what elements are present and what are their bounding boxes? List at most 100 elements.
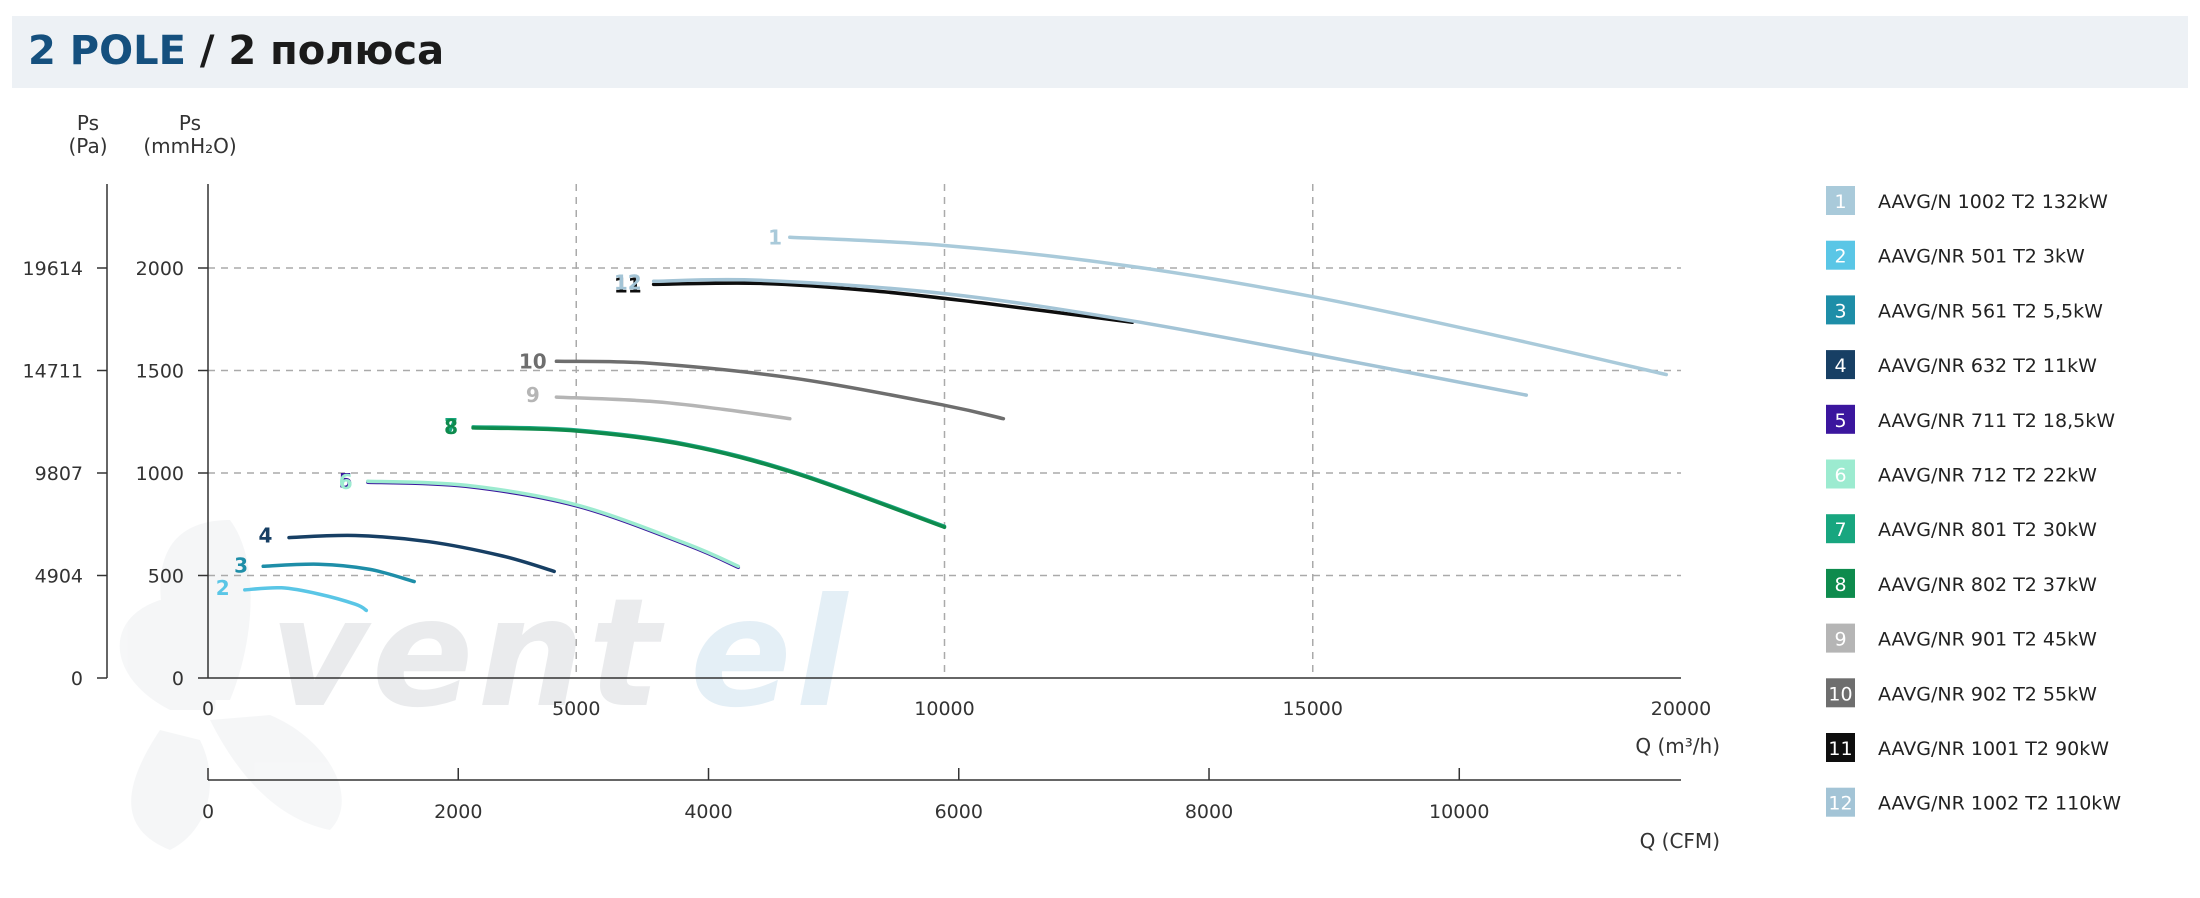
curve-1 [788, 235, 1669, 377]
legend-swatch-5 [1826, 404, 1855, 434]
curve-label-8: 8 [444, 415, 458, 439]
legend: 1 AAVG/N 1002 T2 132kW 2 AAVG/NR 501 T2 3kW… [1826, 186, 2121, 817]
legend-label-12: AAVG/NR 1002 T2 110kW [1878, 793, 2121, 815]
legend-label-10: AAVG/NR 902 T2 55kW [1878, 683, 2097, 705]
legend-number-9: 9 [1834, 629, 1846, 651]
legend-label-7: AAVG/NR 801 T2 30kW [1878, 519, 2097, 541]
legend-item-6: 6 AAVG/NR 712 T2 22kW [1826, 459, 2097, 489]
legend-label-6: AAVG/NR 712 T2 22kW [1878, 465, 2097, 487]
x-axis-tick-label: 5000 [552, 698, 600, 720]
curve-label-6: 6 [339, 470, 353, 494]
legend-label-11: AAVG/NR 1001 T2 90kW [1878, 738, 2109, 760]
legend-swatch-8 [1826, 568, 1855, 598]
curve-10 [554, 359, 1006, 421]
legend-number-1: 1 [1834, 191, 1846, 213]
legend-item-5: 5 AAVG/NR 711 T2 18,5kW [1826, 404, 2115, 434]
x-axis-tick-label: 15000 [1283, 698, 1343, 720]
legend-number-11: 11 [1828, 738, 1852, 760]
legend-item-9: 9 AAVG/NR 901 T2 45kW [1826, 623, 2097, 653]
page-title: 2 POLE / 2 полюса [28, 28, 444, 74]
y2-axis-title-unit: (Pa) [68, 134, 107, 158]
legend-item-2: 2 AAVG/NR 501 T2 3kW [1826, 240, 2085, 270]
legend-item-10: 10 AAVG/NR 902 T2 55kW [1826, 678, 2097, 708]
legend-swatch-12 [1826, 787, 1855, 817]
legend-number-6: 6 [1834, 465, 1846, 487]
curve-label-7: 7 [444, 414, 458, 438]
legend-swatch-7 [1826, 514, 1855, 544]
legend-label-1: AAVG/N 1002 T2 132kW [1878, 191, 2108, 213]
y-axis-tick-label: 1000 [136, 463, 184, 485]
y2-axis-tick-label: 4904 [35, 566, 83, 588]
curve-2 [243, 585, 369, 613]
legend-label-2: AAVG/NR 501 T2 3kW [1878, 246, 2085, 268]
legend-label-9: AAVG/NR 901 T2 45kW [1878, 629, 2097, 651]
legend-item-1: 1 AAVG/N 1002 T2 132kW [1826, 186, 2108, 215]
x2-axis-title: Q (CFM) [1640, 829, 1720, 853]
x2-axis-tick-label: 0 [202, 801, 214, 823]
legend-item-4: 4 AAVG/NR 632 T2 11kW [1826, 350, 2097, 380]
x-axis-tick-label: 10000 [914, 698, 974, 720]
x2-axis-tick-label: 10000 [1429, 801, 1489, 823]
y-axis-tick-label: 2000 [136, 258, 184, 280]
axes: 0500100015002000Ps(mmH₂O)049049807147111… [23, 111, 1720, 853]
legend-label-3: AAVG/NR 561 T2 5,5kW [1878, 300, 2103, 322]
title-en: 2 POLE [28, 28, 186, 74]
legend-number-5: 5 [1834, 410, 1846, 432]
legend-item-12: 12 AAVG/NR 1002 T2 110kW [1826, 787, 2121, 817]
curve-label-9: 9 [526, 383, 540, 407]
legend-swatch-6 [1826, 459, 1855, 489]
curve-label-5: 5 [339, 469, 353, 493]
legend-number-7: 7 [1834, 519, 1846, 541]
curve-3 [261, 562, 416, 584]
title-ru: 2 полюса [228, 28, 445, 74]
legend-swatch-4 [1826, 350, 1855, 380]
y-axis-tick-label: 0 [172, 668, 184, 690]
curve-9 [554, 395, 792, 421]
x-axis-title: Q (m³/h) [1635, 734, 1720, 758]
curve-label-10: 10 [519, 349, 547, 373]
x2-axis-tick-label: 8000 [1185, 801, 1233, 823]
legend-number-10: 10 [1828, 683, 1852, 705]
y2-axis-tick-label: 9807 [35, 463, 83, 485]
curve-12 [651, 277, 1529, 397]
x-axis-tick-label: 20000 [1651, 698, 1711, 720]
curve-6 [366, 479, 741, 569]
legend-item-8: 8 AAVG/NR 802 T2 37kW [1826, 568, 2097, 598]
x2-axis-tick-label: 4000 [684, 801, 732, 823]
curve-label-2: 2 [216, 576, 230, 600]
y2-axis-tick-label: 0 [71, 668, 83, 690]
fan-blade-graphic [119, 520, 342, 850]
curve-5 [366, 480, 741, 570]
legend-number-8: 8 [1834, 574, 1846, 596]
curve-label-12: 12 [614, 270, 642, 294]
curve-label-11: 11 [614, 273, 642, 297]
legend-number-3: 3 [1834, 300, 1846, 322]
y2-axis-title-top: Ps [77, 111, 99, 135]
y-axis-tick-label: 1500 [136, 361, 184, 383]
legend-swatch-9 [1826, 623, 1855, 653]
legend-item-11: 11 AAVG/NR 1001 T2 90kW [1826, 733, 2109, 762]
curve-7 [471, 425, 947, 529]
legend-number-4: 4 [1834, 355, 1846, 377]
curve-label-3: 3 [234, 553, 248, 577]
legend-label-4: AAVG/NR 632 T2 11kW [1878, 355, 2097, 377]
legend-swatch-3 [1826, 295, 1855, 325]
curve-11 [651, 281, 1135, 325]
header-bar: 2 POLE / 2 полюса [12, 16, 2188, 88]
legend-swatch-11 [1826, 733, 1855, 762]
legend-item-7: 7 AAVG/NR 801 T2 30kW [1826, 514, 2097, 544]
y2-axis-tick-label: 19614 [23, 258, 83, 280]
legend-label-5: AAVG/NR 711 T2 18,5kW [1878, 410, 2115, 432]
y2-axis-tick-label: 14711 [23, 361, 83, 383]
x2-axis-tick-label: 6000 [935, 801, 983, 823]
x-axis-tick-label: 0 [202, 698, 214, 720]
watermark-text-blue: el [690, 567, 851, 741]
legend-number-12: 12 [1828, 793, 1852, 815]
curve-label-4: 4 [258, 524, 272, 548]
x2-axis-tick-label: 2000 [434, 801, 482, 823]
y-axis-tick-label: 500 [148, 566, 184, 588]
curve-4 [287, 533, 556, 574]
legend-item-3: 3 AAVG/NR 561 T2 5,5kW [1826, 295, 2103, 325]
